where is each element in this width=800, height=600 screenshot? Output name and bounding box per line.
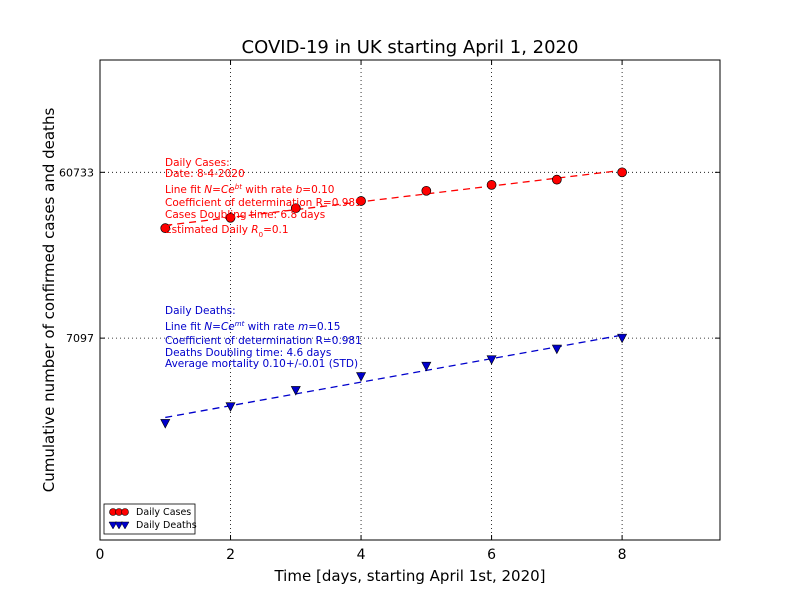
legend-deaths-label: Daily Deaths — [136, 520, 197, 531]
x-tick-label: 6 — [487, 547, 496, 563]
plot-frame — [99, 59, 721, 541]
data-point — [421, 361, 432, 372]
deaths-annotation-line: Daily Deaths: — [165, 305, 236, 317]
x-axis-label: Time [days, starting April 1st, 2020] — [273, 567, 545, 585]
data-point — [160, 223, 171, 234]
x-tick-label: 4 — [357, 547, 366, 563]
deaths-annotation-line: Deaths Doubling time: 4.6 days — [165, 347, 331, 359]
deaths-annotation: Daily Deaths: Line fit N=Cemt with rate … — [165, 305, 362, 370]
legend-cases-label: Daily Cases — [136, 507, 191, 518]
fit-line — [165, 169, 623, 227]
data-point — [551, 344, 562, 355]
deaths-annotation-line: Line fit N=Cemt with rate m=0.15 — [165, 320, 340, 333]
legend-deaths-marker — [108, 521, 130, 530]
x-tick-label: 2 — [226, 547, 235, 563]
cases-annotation-line: Coefficient of determination R=0.989 — [165, 197, 362, 209]
x-tick-label: 8 — [618, 547, 627, 563]
cases-annotation-line: Date: 8-4-2020 — [165, 168, 245, 180]
data-point — [617, 333, 628, 344]
data-point — [356, 372, 367, 382]
data-point — [160, 419, 171, 429]
data-point — [225, 402, 236, 412]
cases-annotation-line: Daily Cases: — [165, 157, 230, 169]
data-point — [421, 185, 432, 196]
y-tick-label: 7097 — [66, 332, 94, 345]
legend: Daily Cases Daily Deaths — [103, 503, 197, 535]
ticks: 0 2 4 6 8 7097 60733 — [59, 60, 720, 563]
grid — [100, 60, 720, 540]
fit-line — [165, 334, 623, 419]
cases-annotation-line: Cases Doubling time: 6.8 days — [165, 209, 325, 221]
data-point — [225, 212, 236, 223]
chart-title: COVID-19 in UK starting April 1, 2020 — [242, 37, 579, 58]
data-point — [617, 167, 627, 178]
cases-annotation-line: Estimated Daily R0=0.1 — [165, 224, 289, 239]
legend-cases-marker — [109, 508, 129, 516]
y-axis-label: Cumulative number of confirmed cases and… — [40, 108, 58, 493]
data-point — [356, 196, 366, 206]
data-markers — [160, 167, 628, 429]
data-point — [290, 386, 301, 396]
cases-annotation: Daily Cases: Date: 8-4-2020 Line fit N=C… — [165, 157, 362, 239]
deaths-annotation-line: Average mortality 0.10+/-0.01 (STD) — [165, 358, 358, 370]
data-point — [486, 355, 497, 365]
data-point — [486, 180, 497, 190]
x-tick-label: 0 — [96, 547, 105, 563]
data-point — [551, 174, 562, 185]
y-tick-label: 60733 — [59, 166, 94, 179]
cases-annotation-line: Line fit N=Cebt with rate b=0.10 — [165, 183, 334, 196]
data-point — [290, 203, 301, 214]
fit-lines — [165, 169, 623, 419]
deaths-annotation-line: Coefficient of determination R=0.981 — [165, 335, 362, 347]
